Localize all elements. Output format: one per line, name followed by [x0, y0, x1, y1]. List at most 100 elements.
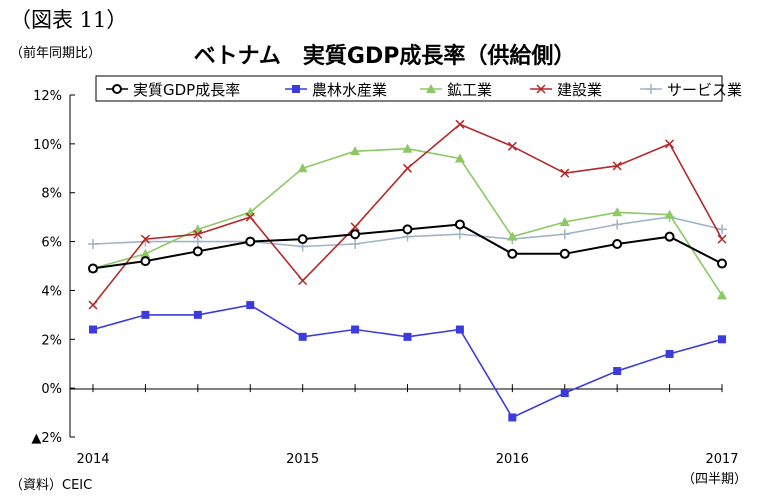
data-point [245, 236, 256, 247]
data-point [560, 168, 570, 178]
legend-item: 建設業 [530, 81, 602, 99]
y-tick-label: 4% [41, 284, 62, 299]
data-point [350, 229, 361, 240]
chart-title: ベトナム 実質GDP成長率（供給側） [193, 44, 576, 69]
data-point [403, 332, 412, 341]
series-3 [88, 119, 727, 310]
data-point [454, 153, 465, 163]
data-point [612, 207, 623, 217]
data-point [560, 389, 569, 398]
y-tick-label: 0% [41, 382, 62, 397]
data-point [193, 310, 202, 319]
data-point [507, 248, 518, 259]
data-point [297, 234, 308, 245]
x-axis-ticks: 2014 2015 2016 2017 [76, 384, 739, 467]
data-point [88, 239, 98, 250]
data-point [140, 248, 151, 258]
x-unit-label: （四半期） [682, 472, 748, 487]
legend-item: 実質GDP成長率 [106, 81, 240, 99]
data-point [455, 325, 464, 334]
legend-item: 鉱工業 [420, 81, 492, 99]
series-line [92, 147, 723, 296]
data-point [507, 231, 518, 241]
data-point [298, 332, 307, 341]
y-tick-label: ▲2% [31, 431, 62, 446]
data-point [192, 246, 203, 257]
legend-box [95, 75, 723, 102]
data-point [89, 325, 97, 334]
data-point [717, 224, 727, 235]
data-point [665, 349, 674, 358]
data-point [454, 219, 465, 230]
legend-label: 建設業 [557, 81, 602, 99]
legend-label: 農林水産業 [312, 81, 387, 99]
data-point [245, 212, 255, 222]
data-point [351, 325, 360, 334]
legend-item: 農林水産業 [285, 81, 387, 99]
data-point [193, 229, 203, 239]
data-point [112, 84, 122, 94]
x-tick-label: 2017 [705, 452, 738, 467]
figure-label: （図表 11） [10, 8, 128, 32]
legend: 実質GDP成長率 農林水産業 鉱工業 建設業 サービス業 [106, 81, 742, 99]
y-axis-ticks: 12% 10% 8% 6% 4% 2% 0% ▲2% [31, 89, 75, 446]
legend-label: 実質GDP成長率 [133, 81, 240, 99]
data-point [402, 224, 413, 235]
series-1 [89, 301, 726, 422]
data-point [612, 161, 622, 171]
data-point [559, 248, 570, 259]
data-point [664, 209, 675, 219]
data-point [140, 234, 150, 244]
data-point [559, 217, 570, 227]
data-point [612, 219, 623, 230]
data-point [559, 229, 570, 240]
x-tick-label: 2016 [496, 452, 529, 467]
data-point [402, 163, 413, 173]
data-point [613, 367, 622, 376]
x-tick-label: 2015 [286, 452, 319, 467]
y-tick-label: 2% [41, 333, 62, 348]
data-point [402, 143, 413, 153]
y-tick-label: 12% [33, 89, 62, 104]
data-point [718, 335, 726, 344]
series-2 [88, 143, 727, 300]
data-point [507, 141, 517, 151]
data-point [426, 84, 436, 93]
series-0 [88, 219, 727, 274]
x-tick-label: 2014 [76, 452, 109, 467]
legend-item: サービス業 [640, 81, 742, 99]
data-point [350, 239, 361, 250]
data-point [141, 310, 150, 319]
legend-label: サービス業 [667, 81, 742, 99]
data-point [717, 258, 727, 269]
data-point [508, 413, 517, 422]
data-point [140, 256, 151, 267]
y-tick-label: 8% [41, 187, 62, 202]
data-point [297, 163, 308, 173]
series-layer [88, 119, 727, 422]
data-point [454, 229, 465, 240]
data-point [536, 84, 546, 94]
data-point [665, 139, 675, 149]
data-point [717, 234, 727, 244]
data-point [298, 276, 308, 286]
data-point [88, 300, 98, 310]
data-point [246, 301, 255, 310]
series-line [92, 304, 723, 419]
data-point [292, 85, 300, 93]
data-point [192, 236, 203, 247]
data-point [350, 146, 361, 156]
unit-label: （前年同期比） [10, 46, 102, 61]
data-point [455, 119, 465, 129]
data-point [612, 239, 623, 250]
y-tick-label: 6% [41, 236, 62, 251]
data-point [350, 222, 360, 232]
data-point [646, 84, 656, 94]
legend-label: 鉱工業 [447, 81, 492, 99]
source-note: （資料）CEIC [10, 478, 93, 493]
y-tick-label: 10% [33, 138, 62, 153]
data-point [717, 290, 727, 300]
data-point [664, 231, 675, 242]
data-point [88, 263, 98, 274]
